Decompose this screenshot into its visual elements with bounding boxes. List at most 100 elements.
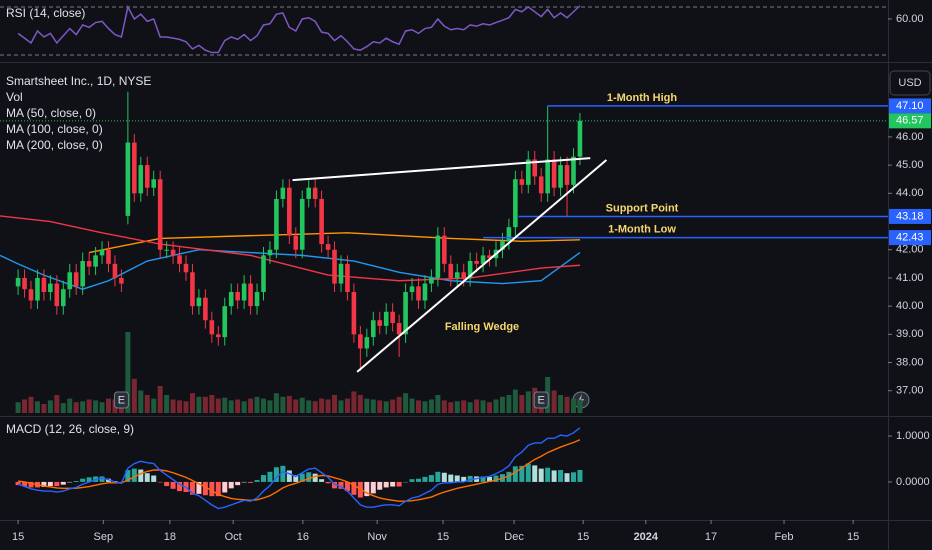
histogram-bar xyxy=(54,481,60,487)
histogram-bar xyxy=(177,481,183,492)
volume-bar xyxy=(332,395,338,413)
volume-bar xyxy=(209,395,215,413)
trendline xyxy=(356,159,608,373)
candle-body xyxy=(41,277,47,293)
volume-bar xyxy=(228,400,234,413)
candle-body xyxy=(390,311,395,324)
volume-bar xyxy=(474,399,480,413)
y-tick-label: 46.00 xyxy=(896,131,924,143)
candle-body xyxy=(106,249,111,264)
candle-body xyxy=(370,320,376,338)
y-tick-label: 44.00 xyxy=(896,187,924,199)
x-tick-label: 18 xyxy=(164,531,176,543)
candle-body xyxy=(209,320,215,335)
histogram-bar xyxy=(41,481,47,487)
volume-bar xyxy=(138,390,144,413)
volume-bar xyxy=(448,402,454,413)
volume-bar xyxy=(312,401,318,413)
x-tick-label: Nov xyxy=(367,531,387,543)
candle-body xyxy=(248,283,253,307)
candle-body xyxy=(467,261,473,278)
histogram-bar xyxy=(170,481,176,489)
candle-body xyxy=(403,292,408,335)
histogram-bar xyxy=(570,472,576,482)
ma-legend: MA (100, close, 0) xyxy=(6,122,103,136)
y-tick-label: 45.00 xyxy=(896,159,924,171)
candle-body xyxy=(241,283,247,301)
histogram-bar xyxy=(60,481,66,485)
y-tick-label: 1.0000 xyxy=(896,430,930,442)
candle-body xyxy=(60,289,66,307)
histogram-bar xyxy=(364,481,370,497)
candle-body xyxy=(125,142,131,216)
candle-body xyxy=(183,263,189,273)
candle-body xyxy=(409,286,415,293)
volume-bar xyxy=(93,400,99,413)
histogram-bar xyxy=(506,471,512,482)
histogram-bar xyxy=(461,476,467,482)
candle-body xyxy=(222,306,228,338)
candle-body xyxy=(545,159,550,194)
candle-body xyxy=(280,187,286,199)
currency-button[interactable] xyxy=(889,70,931,96)
histogram-bar xyxy=(344,481,350,492)
histogram-bar xyxy=(332,481,338,489)
candle-body xyxy=(267,249,273,256)
histogram-bar xyxy=(545,467,551,482)
histogram-bar xyxy=(525,463,531,482)
candle-body xyxy=(312,187,318,199)
histogram-bar xyxy=(144,473,150,482)
level-price-box xyxy=(889,230,931,246)
candle-body xyxy=(377,320,383,326)
histogram-bar xyxy=(538,468,544,482)
volume-bar xyxy=(396,396,402,413)
level-price-box xyxy=(889,98,931,114)
volume-bar xyxy=(299,397,305,413)
histogram-bar xyxy=(390,481,396,487)
x-tick-label: 15 xyxy=(12,531,24,543)
signal-line xyxy=(17,439,581,502)
histogram-bar xyxy=(47,481,53,487)
candle-body xyxy=(416,286,421,301)
candle-body xyxy=(345,263,350,293)
volume-bar xyxy=(403,393,409,413)
candle-body xyxy=(157,179,163,250)
currency-label[interactable]: USD xyxy=(898,77,921,89)
volume-bar xyxy=(105,398,111,413)
volume-bar xyxy=(480,400,486,413)
histogram-bar xyxy=(428,475,434,482)
volume-bar xyxy=(461,400,467,413)
volume-bar xyxy=(22,399,28,413)
volume-bar xyxy=(241,401,247,413)
candle-body xyxy=(338,263,344,284)
volume-bar xyxy=(409,398,415,413)
volume-bar xyxy=(370,399,376,413)
volume-bar xyxy=(325,399,331,413)
histogram-bar xyxy=(448,474,454,482)
candle-body xyxy=(358,334,363,349)
candle-body xyxy=(235,292,240,301)
volume-bar xyxy=(273,393,279,413)
volume-bar xyxy=(415,400,421,413)
candle-body xyxy=(351,292,357,335)
y-tick-label: 39.00 xyxy=(896,328,924,340)
candle-body xyxy=(86,261,92,267)
candle-body xyxy=(177,255,182,264)
volume-bar xyxy=(525,391,531,413)
price-title: Smartsheet Inc., 1D, NYSE xyxy=(6,74,151,88)
histogram-bar xyxy=(383,481,389,488)
histogram-bar xyxy=(293,475,299,482)
histogram-bar xyxy=(202,481,208,496)
volume-bar xyxy=(125,332,131,413)
candle-body xyxy=(119,277,124,284)
candle-body xyxy=(551,159,557,188)
volume-bar xyxy=(86,399,92,413)
candle-body xyxy=(228,292,234,307)
candle-body xyxy=(54,283,60,307)
histogram-bar xyxy=(409,479,415,482)
last-price-label: 46.57 xyxy=(896,115,924,127)
histogram-bar xyxy=(248,481,254,483)
candle-body xyxy=(487,255,492,259)
histogram-bar xyxy=(164,481,170,487)
